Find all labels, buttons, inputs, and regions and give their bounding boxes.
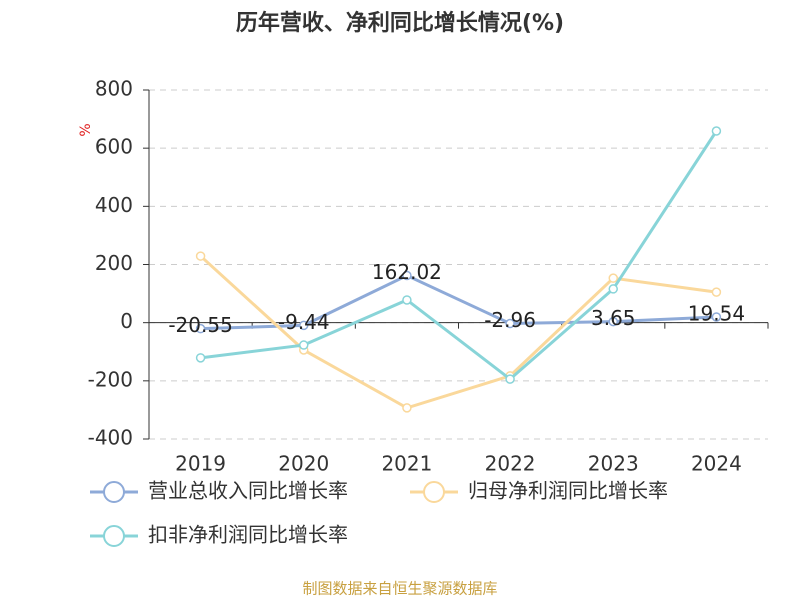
x-tick-label: 2024 <box>691 452 742 476</box>
legend-marker <box>103 481 125 503</box>
data-label: 19.54 <box>688 301 745 325</box>
data-label: 162.02 <box>372 260 442 284</box>
y-tick-label: -200 <box>88 367 133 391</box>
data-point <box>195 251 206 261</box>
x-tick-label: 2021 <box>381 452 432 476</box>
x-tick-label: 2019 <box>175 452 226 476</box>
legend-marker <box>103 525 125 547</box>
x-tick-label: 2020 <box>278 452 329 476</box>
source-note: 制图数据来自恒生聚源数据库 <box>302 580 497 598</box>
legend-label: 营业总收入同比增长率 <box>148 479 348 503</box>
y-tick-label: 800 <box>95 77 133 101</box>
legend-label: 归母净利润同比增长率 <box>468 479 668 503</box>
legend-label: 扣非净利润同比增长率 <box>148 523 348 547</box>
x-tick-label: 2022 <box>485 452 536 476</box>
data-point <box>711 312 722 322</box>
data-point <box>505 318 515 329</box>
y-tick-label: 400 <box>95 193 133 217</box>
y-tick-label: 0 <box>120 309 133 333</box>
data-label: 3.65 <box>591 306 636 330</box>
data-point <box>195 323 206 334</box>
data-point <box>711 287 722 297</box>
y-unit: % <box>78 123 94 136</box>
data-label: -9.44 <box>278 310 330 334</box>
legend-marker <box>423 481 445 503</box>
data-point <box>299 320 309 331</box>
data-point <box>608 284 618 294</box>
data-point <box>608 316 618 327</box>
data-point <box>608 273 618 283</box>
y-tick-label: 200 <box>95 251 133 275</box>
chart-title: 历年营收、净利同比增长情况(%) <box>236 10 564 36</box>
data-label: -2.96 <box>484 308 536 332</box>
data-point <box>195 353 206 363</box>
data-point <box>711 126 722 136</box>
y-tick-label: 600 <box>95 135 133 159</box>
series-line <box>199 254 717 410</box>
series-line <box>200 273 717 331</box>
series-line <box>200 130 718 382</box>
x-tick-label: 2023 <box>588 452 639 476</box>
data-label: -20.55 <box>168 313 232 337</box>
data-point <box>505 374 515 384</box>
data-point <box>402 403 412 413</box>
data-point <box>402 270 412 281</box>
y-tick-label: -400 <box>88 426 133 450</box>
data-point <box>299 340 309 350</box>
data-point <box>402 295 412 305</box>
